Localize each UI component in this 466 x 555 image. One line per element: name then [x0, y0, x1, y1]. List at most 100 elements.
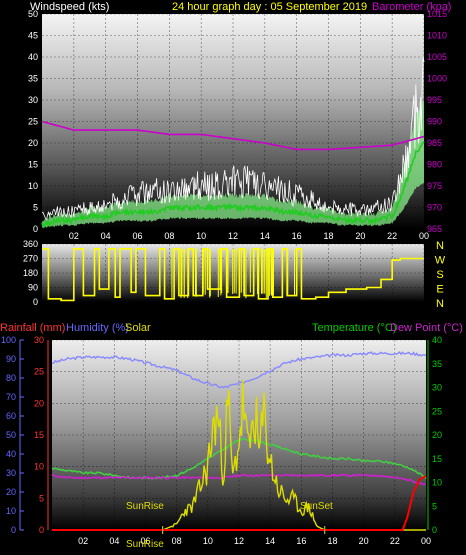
x-tick-label: 02	[78, 536, 88, 546]
y-tick-label: 0	[11, 525, 16, 535]
y-tick-label: 5	[432, 501, 437, 511]
y-tick-label: 985	[427, 138, 442, 148]
sunrise-annotation: SunRise	[126, 501, 164, 512]
windspeed-x-axis-labels: 02 04 06 08 10 12 14 16 18 20 22 00	[69, 231, 429, 241]
y-tick-label: 20	[28, 138, 38, 148]
temperature-panel: 0 10 20 30 40 50 60 70 80 90 100 0 5 10 15 20 25 30 0 5 10…	[1, 335, 442, 550]
temperature-plot-area	[52, 340, 426, 530]
y-tick-label: 1005	[427, 52, 447, 62]
direction-line	[42, 248, 424, 302]
x-tick-label: 08	[164, 231, 174, 241]
y-tick-label: 60	[6, 411, 16, 421]
x-tick-label: 00	[421, 536, 431, 546]
compass-label: N	[436, 240, 444, 252]
compass-label: N	[436, 298, 444, 310]
x-tick-label: 10	[196, 231, 206, 241]
y-tick-label: 30	[28, 95, 38, 105]
y-tick-label: 15	[34, 430, 44, 440]
y-tick-label: 0	[33, 224, 38, 234]
x-tick-label: 04	[109, 536, 119, 546]
humidity-label: Humidity (%)	[66, 322, 129, 334]
barometer-axis-labels: 965 970 975 980 985 990 995 1000 1005 1010 1015	[427, 9, 447, 234]
barometer-label: Barometer (kpa)	[372, 1, 451, 13]
y-tick-label: 5	[33, 203, 38, 213]
y-tick-label: 0	[39, 525, 44, 535]
x-tick-label: 06	[132, 231, 142, 241]
y-tick-label: 20	[34, 398, 44, 408]
x-tick-label: 22	[390, 536, 400, 546]
x-tick-label: 18	[323, 231, 333, 241]
x-tick-label: 12	[228, 231, 238, 241]
x-tick-label: 00	[419, 231, 429, 241]
y-tick-label: 25	[432, 406, 442, 416]
y-tick-label: 15	[28, 160, 38, 170]
rainfall-label: Rainfall (mm)	[0, 322, 65, 334]
y-tick-label: 30	[432, 383, 442, 393]
graph-title: 24 hour graph day : 05 September 2019	[172, 1, 367, 13]
y-tick-label: 25	[28, 117, 38, 127]
wind-range-band	[42, 100, 424, 229]
x-tick-label: 08	[172, 536, 182, 546]
y-tick-label: 20	[6, 487, 16, 497]
x-tick-label: 10	[203, 536, 213, 546]
y-tick-label: 1015	[427, 9, 447, 19]
y-tick-label: 965	[427, 224, 442, 234]
wind-average-line	[41, 141, 425, 228]
barometer-line	[41, 120, 425, 151]
humidity-line	[51, 351, 427, 389]
sunset-annotation: SunSet	[300, 501, 333, 512]
y-tick-label: 80	[6, 373, 16, 383]
y-tick-label: 45	[28, 31, 38, 41]
y-tick-label: 270	[23, 254, 38, 264]
x-tick-label: 12	[234, 536, 244, 546]
y-tick-label: 5	[39, 493, 44, 503]
dewpoint-label: Dew Point (°C)	[390, 322, 463, 334]
temperature-axis-labels: 0 5 10 15 20 25 30 35 40	[427, 335, 442, 535]
y-tick-label: 50	[6, 430, 16, 440]
y-tick-label: 10	[28, 181, 38, 191]
y-tick-label: 0	[432, 525, 437, 535]
y-tick-label: 975	[427, 181, 442, 191]
humidity-axis-labels: 0 10 20 30 40 50 60 70 80 90 100	[1, 335, 24, 535]
y-tick-label: 40	[432, 335, 442, 345]
y-tick-label: 360	[23, 239, 38, 249]
windspeed-label: Windspeed (kts)	[30, 1, 109, 13]
compass-label: W	[435, 255, 446, 267]
y-tick-label: 995	[427, 95, 442, 105]
temperature-label: Temperature (°C)	[312, 322, 396, 334]
y-tick-label: 20	[432, 430, 442, 440]
y-tick-label: 30	[34, 335, 44, 345]
x-tick-label: 20	[355, 231, 365, 241]
x-tick-label: 16	[292, 231, 302, 241]
y-tick-label: 100	[1, 335, 16, 345]
dewpoint-line	[51, 473, 427, 486]
direction-axis-labels: 0 90 180 270 360	[23, 239, 38, 307]
y-tick-label: 35	[432, 359, 442, 369]
y-tick-label: 50	[28, 9, 38, 19]
windspeed-series	[41, 56, 425, 229]
y-tick-label: 30	[6, 468, 16, 478]
y-tick-label: 90	[28, 283, 38, 293]
y-tick-label: 980	[427, 160, 442, 170]
windspeed-plot-area	[42, 14, 424, 229]
y-tick-label: 25	[34, 367, 44, 377]
solar-label: Solar	[125, 322, 151, 334]
temperature-series	[51, 351, 427, 534]
compass-label: E	[436, 284, 443, 296]
rainfall-line	[52, 475, 427, 531]
y-tick-label: 10	[6, 506, 16, 516]
y-tick-label: 0	[33, 297, 38, 307]
y-tick-label: 180	[23, 268, 38, 278]
y-tick-label: 990	[427, 117, 442, 127]
windspeed-axis-labels: 0 5 10 15 20 25 30 35 40 45 50	[28, 9, 38, 234]
y-tick-label: 35	[28, 74, 38, 84]
y-tick-label: 40	[28, 52, 38, 62]
x-tick-label: 02	[69, 231, 79, 241]
x-tick-label: 06	[140, 536, 150, 546]
x-tick-label: 04	[101, 231, 111, 241]
temperature-x-axis-labels: 02 04 06 08 10 12 14 16 18 20 22 00	[78, 536, 431, 546]
